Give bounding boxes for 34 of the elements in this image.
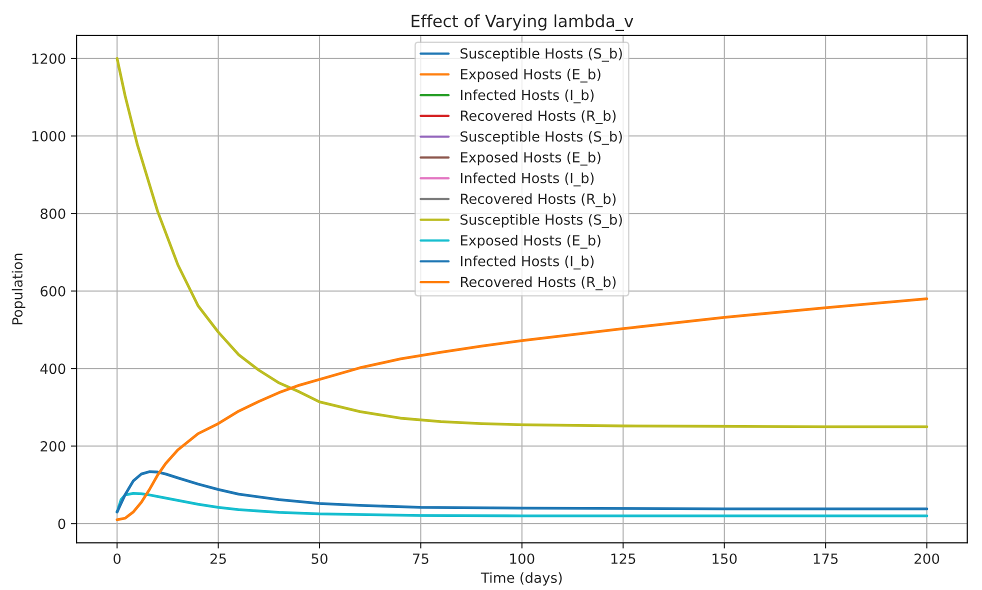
x-axis-title: Time (days) — [480, 572, 562, 586]
legend-label: Exposed Hosts (E_b) — [461, 152, 600, 166]
x-tick-label: 50 — [312, 553, 328, 564]
y-tick-label: 1200 — [32, 53, 66, 64]
legend-label: Infected Hosts (I_b) — [461, 172, 594, 186]
legend-label: Infected Hosts (I_b) — [461, 89, 594, 104]
y-tick-label: 200 — [40, 441, 66, 452]
x-tick-label: 100 — [510, 553, 534, 564]
legend-label: Exposed Hosts (E_b) — [461, 68, 600, 82]
x-tick-label: 175 — [814, 554, 838, 564]
legend-label: Susceptible Hosts (S_b) — [460, 214, 622, 228]
legend-label: Susceptible Hosts (S_b) — [460, 48, 622, 62]
y-tick-label: 600 — [40, 286, 66, 297]
y-tick-label: 800 — [40, 208, 66, 219]
y-tick-label: 1000 — [32, 130, 66, 142]
x-tick-label: 150 — [712, 553, 737, 564]
chart-title: Effect of Varying lambda_v — [412, 14, 634, 31]
y-tick-label: 0 — [58, 518, 66, 530]
x-tick-label: 125 — [611, 553, 636, 564]
line-series — [116, 492, 928, 518]
legend-label: Infected Hosts (I_b) — [461, 256, 594, 270]
x-tick-label: 25 — [210, 553, 226, 564]
legend-label: Exposed Hosts (E_b) — [461, 234, 600, 249]
y-tick-label: 400 — [40, 364, 66, 374]
line-series — [116, 470, 928, 514]
line-series — [116, 297, 928, 522]
x-tick-label: 200 — [914, 553, 940, 564]
x-tick-label: 0 — [114, 553, 121, 564]
legend-label: Susceptible Hosts (S_b) — [460, 130, 622, 145]
y-axis-title: Population — [12, 254, 26, 324]
legend-label: Recovered Hosts (R_b) — [461, 110, 616, 124]
legend-label: Recovered Hosts (R_b) — [461, 276, 616, 290]
legend-label: Recovered Hosts (R_b) — [461, 193, 616, 208]
x-tick-label: 75 — [413, 554, 428, 564]
